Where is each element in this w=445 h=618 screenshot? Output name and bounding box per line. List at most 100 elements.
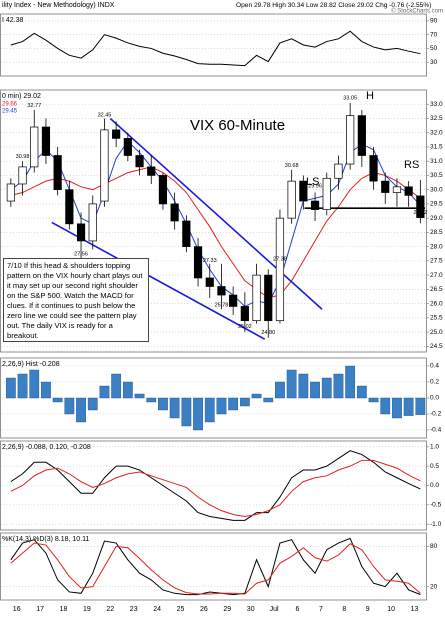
histogram-bar [29, 369, 40, 399]
y-tick-label: 26.5 [430, 286, 443, 293]
candle-body [205, 277, 214, 287]
histogram-bar [356, 385, 367, 399]
x-tick-label: 8 [342, 606, 346, 613]
y-tick-label: 0.4 [430, 363, 439, 370]
pattern-label: H [366, 90, 374, 102]
candle-body [416, 195, 425, 218]
candle-body [18, 166, 27, 185]
candle-body [65, 189, 74, 225]
x-tick-label: 24 [153, 606, 161, 613]
histogram-bar [368, 397, 379, 403]
y-tick-label: 27.5 [430, 258, 443, 265]
candle-body [6, 183, 15, 202]
candle-body [53, 155, 62, 191]
x-tick-label: 19 [83, 606, 91, 613]
candle-body [170, 203, 179, 222]
y-tick-label: 25.0 [430, 329, 443, 336]
y-tick-label: 20 [430, 583, 438, 590]
candle-body [404, 186, 413, 196]
candle-body [217, 286, 226, 296]
candle-body [252, 274, 261, 322]
y-tick-label: 31.0 [430, 158, 443, 165]
panel-frame [0, 89, 427, 353]
series-line [10, 459, 421, 517]
price-label: 27.56 [74, 252, 88, 258]
candle-body [287, 180, 296, 219]
series-line [51, 221, 266, 340]
candle-body [357, 115, 366, 156]
price-label: 27.38 [273, 257, 287, 263]
candle-body [346, 115, 355, 165]
price-label: 29.96 [308, 183, 322, 189]
x-tick-label: 17 [36, 606, 44, 613]
legend-entry: 29.66 [2, 102, 18, 108]
panel-label: I 42.38 [2, 17, 24, 24]
histogram-bar [122, 381, 133, 399]
x-tick-label: 18 [60, 606, 68, 613]
y-tick-label: 29.5 [430, 201, 443, 208]
y-tick-label: 30 [430, 59, 438, 66]
candle-body [369, 155, 378, 182]
y-tick-label: 0.2 [430, 379, 439, 386]
candle-body [229, 294, 238, 307]
histogram-bar [169, 397, 180, 419]
commentary-box: 7/10 If this head & shoulders topping pa… [3, 258, 149, 342]
histogram-bar [251, 393, 262, 399]
candle-body [392, 186, 402, 193]
x-tick-label: 26 [200, 606, 208, 613]
y-tick-label: 32.5 [430, 115, 443, 122]
histogram-bar [298, 373, 309, 399]
panel-label: 2,26,9) Hist -0.208 [2, 361, 60, 368]
candle-body [30, 126, 39, 168]
series-line [10, 542, 421, 595]
y-tick-label: 1.0 [430, 444, 439, 451]
histogram-bar [64, 397, 75, 415]
histogram-bar [146, 397, 157, 403]
candle-body [182, 220, 191, 247]
candle-body [88, 203, 97, 242]
price-label: 30.68 [285, 163, 299, 169]
histogram-bar [275, 381, 285, 399]
series-line [10, 30, 421, 67]
candle-body [112, 129, 121, 139]
y-tick-label: 80 [430, 543, 438, 550]
price-label: 32.77 [27, 103, 41, 109]
price-label: 29.02 [413, 210, 427, 216]
x-tick-label: 7 [319, 606, 323, 613]
legend-entry: 29.45 [2, 109, 18, 115]
candle-body [123, 138, 132, 156]
histogram-bar [345, 365, 356, 399]
y-tick-label: 0.5 [430, 463, 439, 470]
histogram-bar [263, 397, 274, 403]
histogram-bar [158, 397, 168, 411]
histogram-bar [52, 397, 63, 403]
y-tick-label: 26.0 [430, 300, 443, 307]
price-label: 32.45 [98, 112, 112, 118]
candle-body [334, 163, 343, 179]
x-tick-label: 16 [13, 606, 21, 613]
price-label: 33.05 [343, 95, 357, 101]
x-tick-label: 30 [247, 606, 255, 613]
x-tick-label: 10 [387, 606, 395, 613]
x-tick-label: 9 [366, 606, 370, 613]
panel-label: 0 min) 29.02 [2, 93, 41, 100]
histogram-bar [216, 397, 227, 415]
pattern-label: RS [404, 159, 419, 171]
histogram-bar [5, 377, 16, 399]
histogram-bar [392, 397, 402, 419]
price-label: 24.80 [261, 330, 275, 336]
series-line [10, 537, 421, 596]
y-tick-label: 0.0 [430, 395, 439, 402]
histogram-bar [403, 397, 414, 416]
histogram-bar [17, 373, 28, 399]
histogram-bar [333, 373, 344, 399]
y-tick-label: -0.5 [430, 502, 442, 509]
y-tick-label: 29.0 [430, 215, 443, 222]
header-quote: Open 29.78 High 30.34 Low 28.82 Close 29… [236, 2, 431, 9]
histogram-bar [228, 397, 239, 411]
pattern-label: LS [306, 176, 319, 188]
y-tick-label: 0.0 [430, 482, 439, 489]
y-tick-label: 50 [430, 45, 438, 52]
x-tick-label: 25 [177, 606, 185, 613]
